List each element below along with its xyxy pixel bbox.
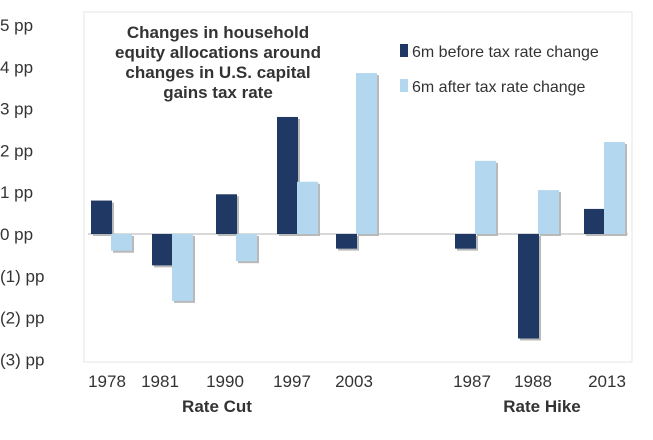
- bar-after-1987: [475, 160, 496, 234]
- legend-swatch: [400, 79, 408, 92]
- x-tick-label: 2013: [588, 372, 626, 391]
- bar-after-2003: [356, 73, 377, 234]
- bar-after-1997: [297, 181, 318, 234]
- bars: [91, 73, 627, 341]
- group-labels: Rate Cut Rate Hike: [182, 397, 581, 416]
- y-tick-label: 1 pp: [0, 183, 33, 202]
- y-tick-label: 5 pp: [0, 16, 33, 35]
- bar-before-1990: [216, 194, 237, 234]
- bar-before-1981: [152, 234, 173, 266]
- x-tick-label: 1978: [88, 372, 126, 391]
- x-tick-label: 2003: [335, 372, 373, 391]
- y-axis: 5 pp 4 pp 3 pp 2 pp 1 pp 0 pp (1) pp (2) pp (3) …: [0, 16, 44, 369]
- bar-after-1988: [538, 190, 559, 234]
- legend-swatch: [400, 44, 408, 57]
- x-tick-label: 1997: [273, 372, 311, 391]
- bar-after-2013: [604, 142, 625, 234]
- y-tick-label: 0 pp: [0, 225, 33, 244]
- legend-label: 6m before tax rate change: [412, 44, 599, 61]
- group-label: Rate Cut: [182, 397, 252, 416]
- chart-title-line: changes in U.S. capital: [125, 63, 310, 82]
- bar-before-1987: [455, 234, 476, 249]
- y-tick-label: 3 pp: [0, 100, 33, 119]
- x-axis: 1978 1981 1990 1997 2003 1987 1988 2013: [88, 372, 626, 391]
- legend-label: 6m after tax rate change: [412, 79, 586, 96]
- group-label: Rate Hike: [503, 397, 580, 416]
- y-tick-label: (2) pp: [0, 309, 44, 328]
- chart-title-line: gains tax rate: [163, 83, 273, 102]
- bar-before-1978: [91, 200, 112, 234]
- legend: 6m before tax rate change 6m after tax ra…: [400, 44, 599, 96]
- chart-title-line: Changes in household: [127, 23, 309, 42]
- y-tick-label: 2 pp: [0, 141, 33, 160]
- y-tick-label: (1) pp: [0, 267, 44, 286]
- chart-title-line: equity allocations around: [115, 43, 321, 62]
- bar-before-1997: [277, 116, 298, 234]
- bar-after-1981: [172, 234, 193, 301]
- x-tick-label: 1988: [514, 372, 552, 391]
- bar-before-1988: [518, 234, 539, 339]
- y-tick-label: (3) pp: [0, 350, 44, 369]
- bar-after-1990: [236, 234, 257, 262]
- y-tick-label: 4 pp: [0, 58, 33, 77]
- bar-before-2003: [336, 234, 357, 249]
- bar-before-2013: [584, 208, 605, 234]
- plot-frame: [83, 11, 633, 363]
- x-tick-label: 1981: [141, 372, 179, 391]
- x-tick-label: 1987: [453, 372, 491, 391]
- bar-after-1978: [111, 234, 132, 251]
- x-tick-label: 1990: [206, 372, 244, 391]
